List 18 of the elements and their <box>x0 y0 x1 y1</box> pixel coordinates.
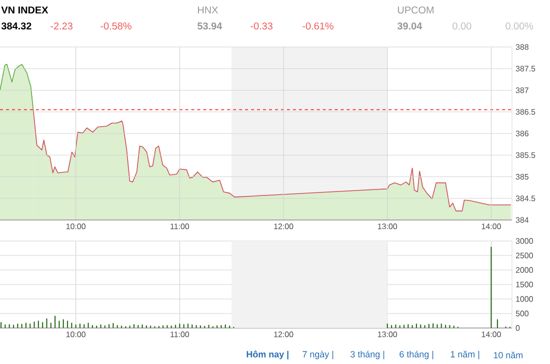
text: 7 ngày | <box>302 350 334 360</box>
text: Hôm nay | <box>246 350 288 360</box>
text: 1 năm | <box>450 350 480 360</box>
text: -2.23 <box>50 22 72 30</box>
text: UPCOM <box>398 6 434 14</box>
text: VN INDEX <box>1 6 48 14</box>
text: HNX <box>198 6 218 14</box>
text: 6 tháng | <box>400 350 434 360</box>
text: 10 năm <box>494 352 523 358</box>
text: -0.33 <box>250 22 272 30</box>
text: 0.00% <box>506 22 534 30</box>
text: 384.32 <box>1 22 32 30</box>
text: 39.04 <box>397 22 422 30</box>
text: 3 tháng | <box>350 350 384 360</box>
text: -0.58% <box>100 22 132 30</box>
text: 53.94 <box>198 22 222 30</box>
text: -0.61% <box>302 22 334 30</box>
text: 0.00 <box>452 22 472 30</box>
